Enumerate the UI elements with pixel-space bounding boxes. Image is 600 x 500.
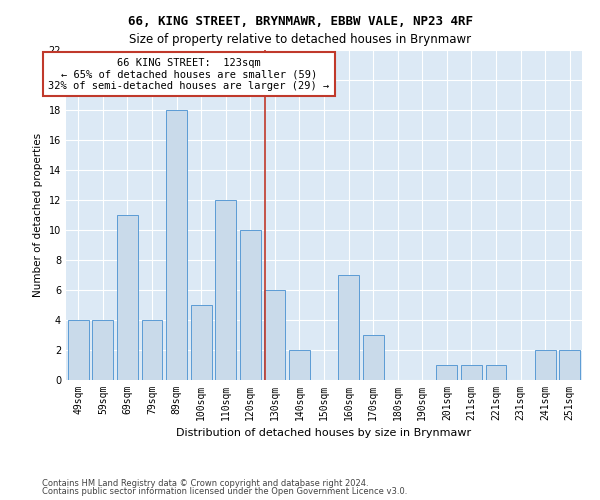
Bar bbox=[461, 365, 482, 380]
Text: Contains HM Land Registry data © Crown copyright and database right 2024.: Contains HM Land Registry data © Crown c… bbox=[42, 478, 368, 488]
Y-axis label: Number of detached properties: Number of detached properties bbox=[33, 133, 43, 297]
Bar bbox=[166, 110, 187, 380]
Bar bbox=[289, 350, 310, 380]
Bar bbox=[142, 320, 163, 380]
Bar bbox=[485, 365, 506, 380]
Text: Size of property relative to detached houses in Brynmawr: Size of property relative to detached ho… bbox=[129, 32, 471, 46]
Text: 66 KING STREET:  123sqm
← 65% of detached houses are smaller (59)
32% of semi-de: 66 KING STREET: 123sqm ← 65% of detached… bbox=[48, 58, 329, 90]
Bar bbox=[559, 350, 580, 380]
Bar bbox=[362, 335, 383, 380]
Bar bbox=[215, 200, 236, 380]
Bar bbox=[92, 320, 113, 380]
X-axis label: Distribution of detached houses by size in Brynmawr: Distribution of detached houses by size … bbox=[176, 428, 472, 438]
Bar bbox=[191, 305, 212, 380]
Text: Contains public sector information licensed under the Open Government Licence v3: Contains public sector information licen… bbox=[42, 487, 407, 496]
Bar bbox=[535, 350, 556, 380]
Text: 66, KING STREET, BRYNMAWR, EBBW VALE, NP23 4RF: 66, KING STREET, BRYNMAWR, EBBW VALE, NP… bbox=[128, 15, 473, 28]
Bar bbox=[68, 320, 89, 380]
Bar bbox=[338, 275, 359, 380]
Bar bbox=[436, 365, 457, 380]
Bar bbox=[240, 230, 261, 380]
Bar bbox=[117, 215, 138, 380]
Bar bbox=[265, 290, 286, 380]
